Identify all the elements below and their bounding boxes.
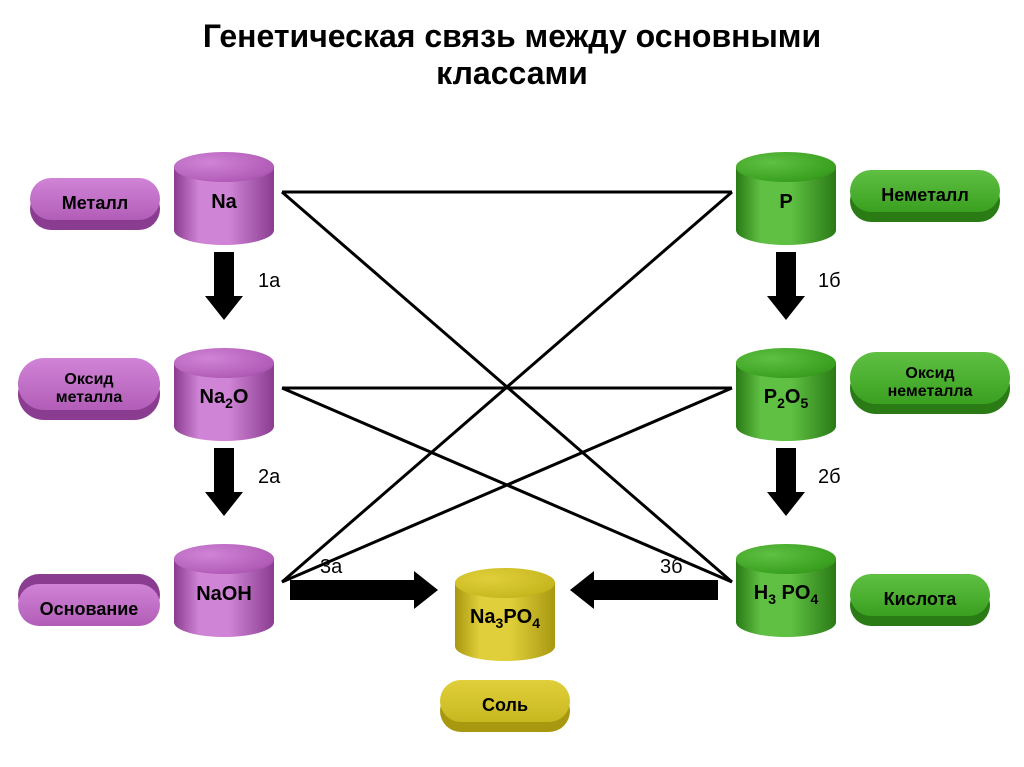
pill-label-metal: Металл <box>62 194 128 214</box>
edge-label: 2а <box>258 466 280 489</box>
pill-label-salt: Соль <box>482 696 528 716</box>
pill-label-oxnonmetal: Оксиднеметалла <box>888 365 973 400</box>
page-title: Генетическая связь между основными класс… <box>0 18 1024 92</box>
edge-label: 3а <box>320 556 342 579</box>
node-naoh: NaOH <box>174 544 274 637</box>
pill-label-oxmetal: Оксидметалла <box>56 371 122 406</box>
pill-base: Основание <box>18 574 160 626</box>
pill-label-base: Основание <box>40 600 139 620</box>
edge-label: 1а <box>258 270 280 293</box>
pill-label-nonmetal: Неметалл <box>881 186 969 206</box>
edge-label: 1б <box>818 270 841 293</box>
pill-oxmetal: Оксидметалла <box>18 358 160 420</box>
pill-label-acid: Кислота <box>884 590 957 610</box>
pill-nonmetal: Неметалл <box>850 170 1000 222</box>
node-label-na: Na <box>211 191 237 214</box>
title-line1: Генетическая связь между основными <box>203 18 821 54</box>
node-p: P <box>736 152 836 245</box>
title-line2: классами <box>436 55 588 91</box>
pill-salt: Соль <box>440 680 570 732</box>
node-label-na2o: Na2O <box>200 386 249 411</box>
node-label-h3po4: H3 PO4 <box>754 582 819 607</box>
node-label-naoh: NaOH <box>196 583 252 606</box>
node-label-p: P <box>779 191 792 214</box>
node-p2o5: P2O5 <box>736 348 836 441</box>
node-na2o: Na2O <box>174 348 274 441</box>
node-na: Na <box>174 152 274 245</box>
pill-oxnonmetal: Оксиднеметалла <box>850 352 1010 414</box>
pill-metal: Металл <box>30 178 160 230</box>
node-na3po4: Na3PO4 <box>455 568 555 661</box>
edge-label: 3б <box>660 556 683 579</box>
edge-label: 2б <box>818 466 841 489</box>
node-h3po4: H3 PO4 <box>736 544 836 637</box>
node-label-p2o5: P2O5 <box>764 386 809 411</box>
node-label-na3po4: Na3PO4 <box>470 606 540 631</box>
pill-acid: Кислота <box>850 574 990 626</box>
